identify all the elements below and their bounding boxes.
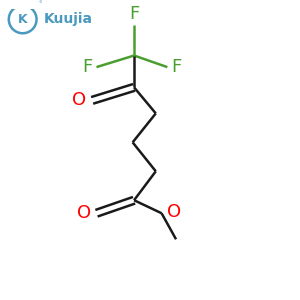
- Text: O: O: [72, 92, 86, 110]
- Text: O: O: [167, 203, 182, 221]
- Text: F: F: [82, 58, 92, 76]
- Text: F: F: [129, 5, 139, 23]
- Text: °: °: [38, 1, 41, 7]
- Text: O: O: [76, 204, 91, 222]
- Text: Kuujia: Kuujia: [44, 12, 93, 26]
- Text: K: K: [18, 13, 28, 26]
- Text: F: F: [172, 58, 182, 76]
